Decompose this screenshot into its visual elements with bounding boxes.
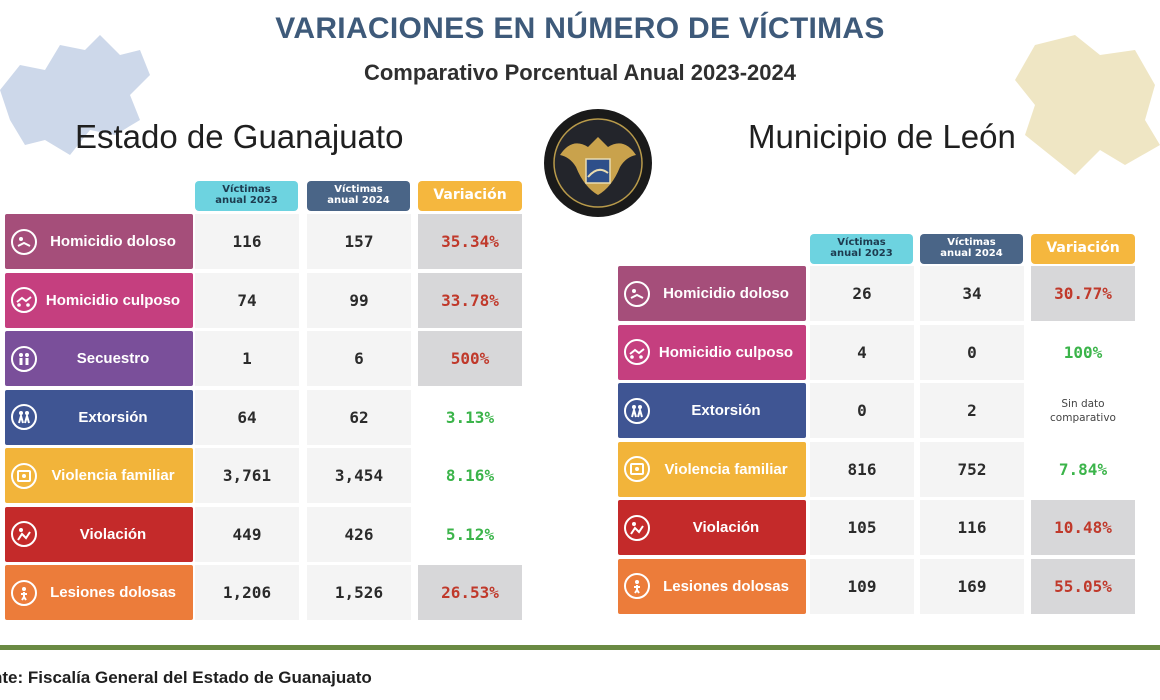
victims-2024-cell: 0 <box>920 324 1024 380</box>
victims-2024-cell: 157 <box>307 214 411 269</box>
variation-cell: 55.05% <box>1031 558 1135 614</box>
victims-2023-cell: 449 <box>195 506 299 562</box>
leon-row-label: Homicidio culposo <box>618 324 806 380</box>
leon-row-label: Extorsión <box>618 383 806 438</box>
family-violence-icon <box>11 462 37 489</box>
page-subtitle: Comparativo Porcentual Anual 2023-2024 <box>363 60 796 85</box>
victims-2023-cell: 0 <box>810 383 914 438</box>
victims-2023-cell: 816 <box>810 441 914 497</box>
variation-cell: 33.78% <box>418 272 522 328</box>
rape-icon <box>11 521 37 547</box>
victims-2024-cell: 169 <box>920 558 1024 614</box>
gto-header-variation: Variación <box>418 181 522 211</box>
leon-row-label: Homicidio doloso <box>618 266 806 321</box>
victims-2023-cell: 116 <box>195 214 299 269</box>
homicide-icon <box>11 228 37 255</box>
injury-icon <box>11 579 37 606</box>
variation-cell: 100% <box>1031 324 1135 380</box>
leon-header-2023: Víctimas anual 2023 <box>810 234 913 264</box>
victims-2023-cell: 1,206 <box>195 565 299 620</box>
leon-row-label: Violencia familiar <box>618 441 806 497</box>
crime-name: Violación <box>79 525 147 543</box>
victims-2024-cell: 2 <box>920 383 1024 438</box>
guanajuato-row-label: Homicidio culposo <box>5 272 193 328</box>
victims-2023-cell: 1 <box>195 331 299 386</box>
accident-icon <box>11 287 37 313</box>
variation-cell: 8.16% <box>418 448 522 503</box>
gto-header-2023: Víctimas anual 2023 <box>195 181 298 211</box>
guanajuato-row-label: Violencia familiar <box>5 448 193 503</box>
variation-cell: 7.84% <box>1031 441 1135 497</box>
victims-2024-cell: 116 <box>920 500 1024 555</box>
family-violence-icon <box>624 456 650 482</box>
victims-2024-cell: 3,454 <box>307 448 411 503</box>
victims-2023-cell: 4 <box>810 324 914 380</box>
victims-2023-cell: 26 <box>810 266 914 321</box>
victims-2023-cell: 105 <box>810 500 914 555</box>
victims-2024-cell: 752 <box>920 441 1024 497</box>
guanajuato-map-icon <box>0 35 150 155</box>
victims-2023-cell: 74 <box>195 272 299 328</box>
gto-header-2024: Víctimas anual 2024 <box>307 181 410 211</box>
crime-name: Extorsión <box>78 408 148 426</box>
crime-name: Lesiones dolosas <box>663 577 789 595</box>
victims-2024-cell: 34 <box>920 266 1024 321</box>
guanajuato-row-label: Secuestro <box>5 331 193 386</box>
variation-cell: 5.12% <box>418 506 522 562</box>
variation-cell: 26.53% <box>418 565 522 620</box>
variation-cell: Sin dato comparativo <box>1031 383 1135 438</box>
homicide-icon <box>624 280 650 307</box>
victims-2023-cell: 3,761 <box>195 448 299 503</box>
variation-cell: 10.48% <box>1031 500 1135 555</box>
leon-row-label: Violación <box>618 500 806 555</box>
guanajuato-row-label: Homicidio doloso <box>5 214 193 269</box>
guanajuato-title: Estado de Guanajuato <box>75 118 404 155</box>
extortion-icon <box>624 397 650 424</box>
kidnapping-icon <box>11 345 37 372</box>
victims-2024-cell: 99 <box>307 272 411 328</box>
prosecutor-seal-logo <box>544 109 652 217</box>
crime-name: Lesiones dolosas <box>50 584 176 601</box>
crime-name: Homicidio culposo <box>658 343 794 361</box>
guanajuato-row-label: Violación <box>5 506 193 562</box>
page-title: VARIACIONES EN NÚMERO DE VÍCTIMAS <box>275 12 885 45</box>
crime-name: Violación <box>692 519 760 536</box>
victims-2024-cell: 6 <box>307 331 411 386</box>
footer-divider <box>0 645 1160 650</box>
leon-title: Municipio de León <box>748 118 1016 155</box>
variation-cell: 500% <box>418 331 522 386</box>
crime-name: Extorsión <box>691 402 761 419</box>
guanajuato-row-label: Extorsión <box>5 389 193 445</box>
victims-2024-cell: 62 <box>307 389 411 445</box>
victims-2024-cell: 1,526 <box>307 565 411 620</box>
leon-header-2024: Víctimas anual 2024 <box>920 234 1023 264</box>
crime-name: Violencia familiar <box>664 460 788 478</box>
extortion-icon <box>11 404 37 430</box>
guanajuato-row-label: Lesiones dolosas <box>5 565 193 620</box>
source-note: nte: Fiscalía General del Estado de Guan… <box>0 668 372 687</box>
injury-icon <box>624 573 650 599</box>
crime-name: Homicidio doloso <box>50 233 176 250</box>
victims-2023-cell: 64 <box>195 389 299 445</box>
variation-cell: 35.34% <box>418 214 522 269</box>
leon-row-label: Lesiones dolosas <box>618 558 806 614</box>
crime-name: Homicidio doloso <box>663 285 789 302</box>
victims-2024-cell: 426 <box>307 506 411 562</box>
variation-cell: 30.77% <box>1031 266 1135 321</box>
rape-icon <box>624 514 650 541</box>
victims-2023-cell: 109 <box>810 558 914 614</box>
accident-icon <box>624 339 650 365</box>
leon-map-icon <box>1015 35 1160 175</box>
variation-cell: 3.13% <box>418 389 522 445</box>
crime-name: Homicidio culposo <box>45 291 181 309</box>
crime-name: Secuestro <box>76 350 150 367</box>
leon-header-variation: Variación <box>1031 234 1135 264</box>
crime-name: Violencia familiar <box>51 467 175 484</box>
